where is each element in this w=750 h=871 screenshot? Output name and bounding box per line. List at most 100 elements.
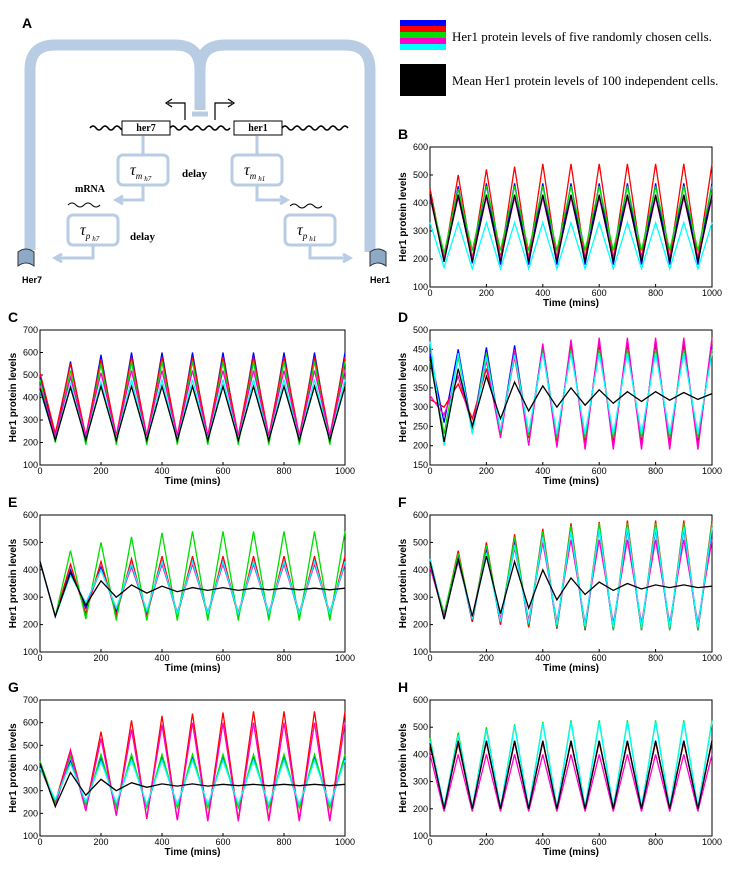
series-line <box>429 555 713 620</box>
x-tick-label: 1000 <box>702 466 722 476</box>
panel-letter: F <box>398 494 407 510</box>
series-line <box>39 752 346 811</box>
y-axis-label: Her1 protein levels <box>8 723 19 813</box>
y-tick-label: 600 <box>413 510 428 520</box>
series-line <box>429 754 713 812</box>
sub: p <box>85 231 91 241</box>
x-tick-label: 0 <box>37 466 42 476</box>
x-tick-label: 600 <box>592 653 607 663</box>
panel-letter: D <box>398 309 408 325</box>
y-tick-label: 300 <box>23 592 38 602</box>
x-tick-label: 200 <box>479 653 494 663</box>
delay-label: delay <box>182 168 208 180</box>
x-axis-label: Time (mins) <box>543 847 599 858</box>
x-axis-label: Time (mins) <box>165 663 221 674</box>
x-tick-label: 400 <box>154 653 169 663</box>
index: h7 <box>92 235 100 243</box>
sub: m <box>136 171 143 181</box>
y-tick-label: 200 <box>413 804 428 814</box>
y-tick-label: 200 <box>23 438 38 448</box>
gene-box <box>121 120 171 136</box>
y-tick-label: 200 <box>413 254 428 264</box>
plot-frame <box>39 514 346 653</box>
x-tick-label: 800 <box>276 837 291 847</box>
x-tick-label: 600 <box>592 837 607 847</box>
y-tick-label: 300 <box>413 777 428 787</box>
x-tick-label: 1000 <box>702 653 722 663</box>
series-line <box>429 220 713 272</box>
x-axis-label: Time (mins) <box>543 298 599 309</box>
delay-symbol: τp h1 <box>297 222 316 243</box>
x-tick-label: 200 <box>479 837 494 847</box>
tau: τ <box>130 162 137 179</box>
x-tick-label: 1000 <box>702 837 722 847</box>
series-line <box>39 561 346 619</box>
index: h1 <box>258 175 265 183</box>
x-tick-label: 200 <box>93 837 108 847</box>
legend: Her1 protein levels of five randomly cho… <box>452 29 718 88</box>
gene-label: her7 <box>136 123 155 134</box>
x-tick-label: 0 <box>427 653 432 663</box>
y-tick-label: 600 <box>23 718 38 728</box>
panel-a: A her7 her1 mRNA delay delay Her7 Her1 <box>17 15 390 285</box>
x-tick-label: 400 <box>535 288 550 298</box>
y-tick-label: 300 <box>413 402 428 412</box>
series-line <box>39 755 346 809</box>
y-tick-label: 500 <box>23 537 38 547</box>
y-tick-label: 450 <box>413 344 428 354</box>
series-line <box>39 711 346 821</box>
x-tick-label: 0 <box>427 288 432 298</box>
panel-letter: H <box>398 679 408 695</box>
y-tick-label: 150 <box>413 460 428 470</box>
series-line <box>429 539 713 624</box>
y-tick-label: 200 <box>413 620 428 630</box>
y-axis-label: Her1 protein levels <box>398 352 409 442</box>
delay-label: delay <box>130 231 156 243</box>
protein-icon <box>17 248 387 267</box>
series-line <box>39 559 346 619</box>
plot-frame <box>429 699 713 837</box>
y-tick-label: 500 <box>23 740 38 750</box>
y-tick-label: 100 <box>23 460 38 470</box>
y-axis-label: Her1 protein levels <box>8 538 19 628</box>
y-axis-label: Her1 protein levels <box>398 723 409 813</box>
gene-label: her1 <box>248 123 267 134</box>
y-tick-label: 300 <box>413 592 428 602</box>
series-line <box>39 383 346 443</box>
x-tick-label: 0 <box>37 653 42 663</box>
plot-frame <box>429 514 713 653</box>
series-line <box>429 194 713 262</box>
x-tick-label: 800 <box>648 288 663 298</box>
delay-symbol: τp h7 <box>80 222 100 243</box>
x-axis-label: Time (mins) <box>543 663 599 674</box>
x-tick-label: 0 <box>37 837 42 847</box>
legend-swatch <box>400 44 446 50</box>
series-line <box>429 740 713 809</box>
index: h1 <box>309 235 316 243</box>
y-tick-label: 200 <box>23 808 38 818</box>
x-tick-label: 600 <box>592 466 607 476</box>
y-tick-label: 400 <box>23 565 38 575</box>
x-tick-label: 800 <box>276 466 291 476</box>
x-axis-label: Time (mins) <box>165 476 221 487</box>
mrna-label: mRNA <box>75 184 106 195</box>
y-tick-label: 600 <box>413 695 428 705</box>
x-tick-label: 0 <box>427 466 432 476</box>
series-line <box>429 720 713 809</box>
y-tick-label: 400 <box>413 749 428 759</box>
series-line <box>429 356 713 443</box>
y-tick-label: 100 <box>413 647 428 657</box>
x-tick-label: 600 <box>592 288 607 298</box>
x-tick-label: 200 <box>93 466 108 476</box>
y-tick-label: 200 <box>23 620 38 630</box>
series-line <box>39 352 346 443</box>
y-tick-label: 500 <box>23 370 38 380</box>
x-axis-label: Time (mins) <box>543 476 599 487</box>
x-tick-label: 1000 <box>335 466 355 476</box>
y-tick-label: 400 <box>413 364 428 374</box>
x-tick-label: 600 <box>215 837 230 847</box>
series-line <box>39 370 346 439</box>
series-line <box>39 559 346 619</box>
gene-box <box>233 120 283 136</box>
x-tick-label: 1000 <box>335 837 355 847</box>
